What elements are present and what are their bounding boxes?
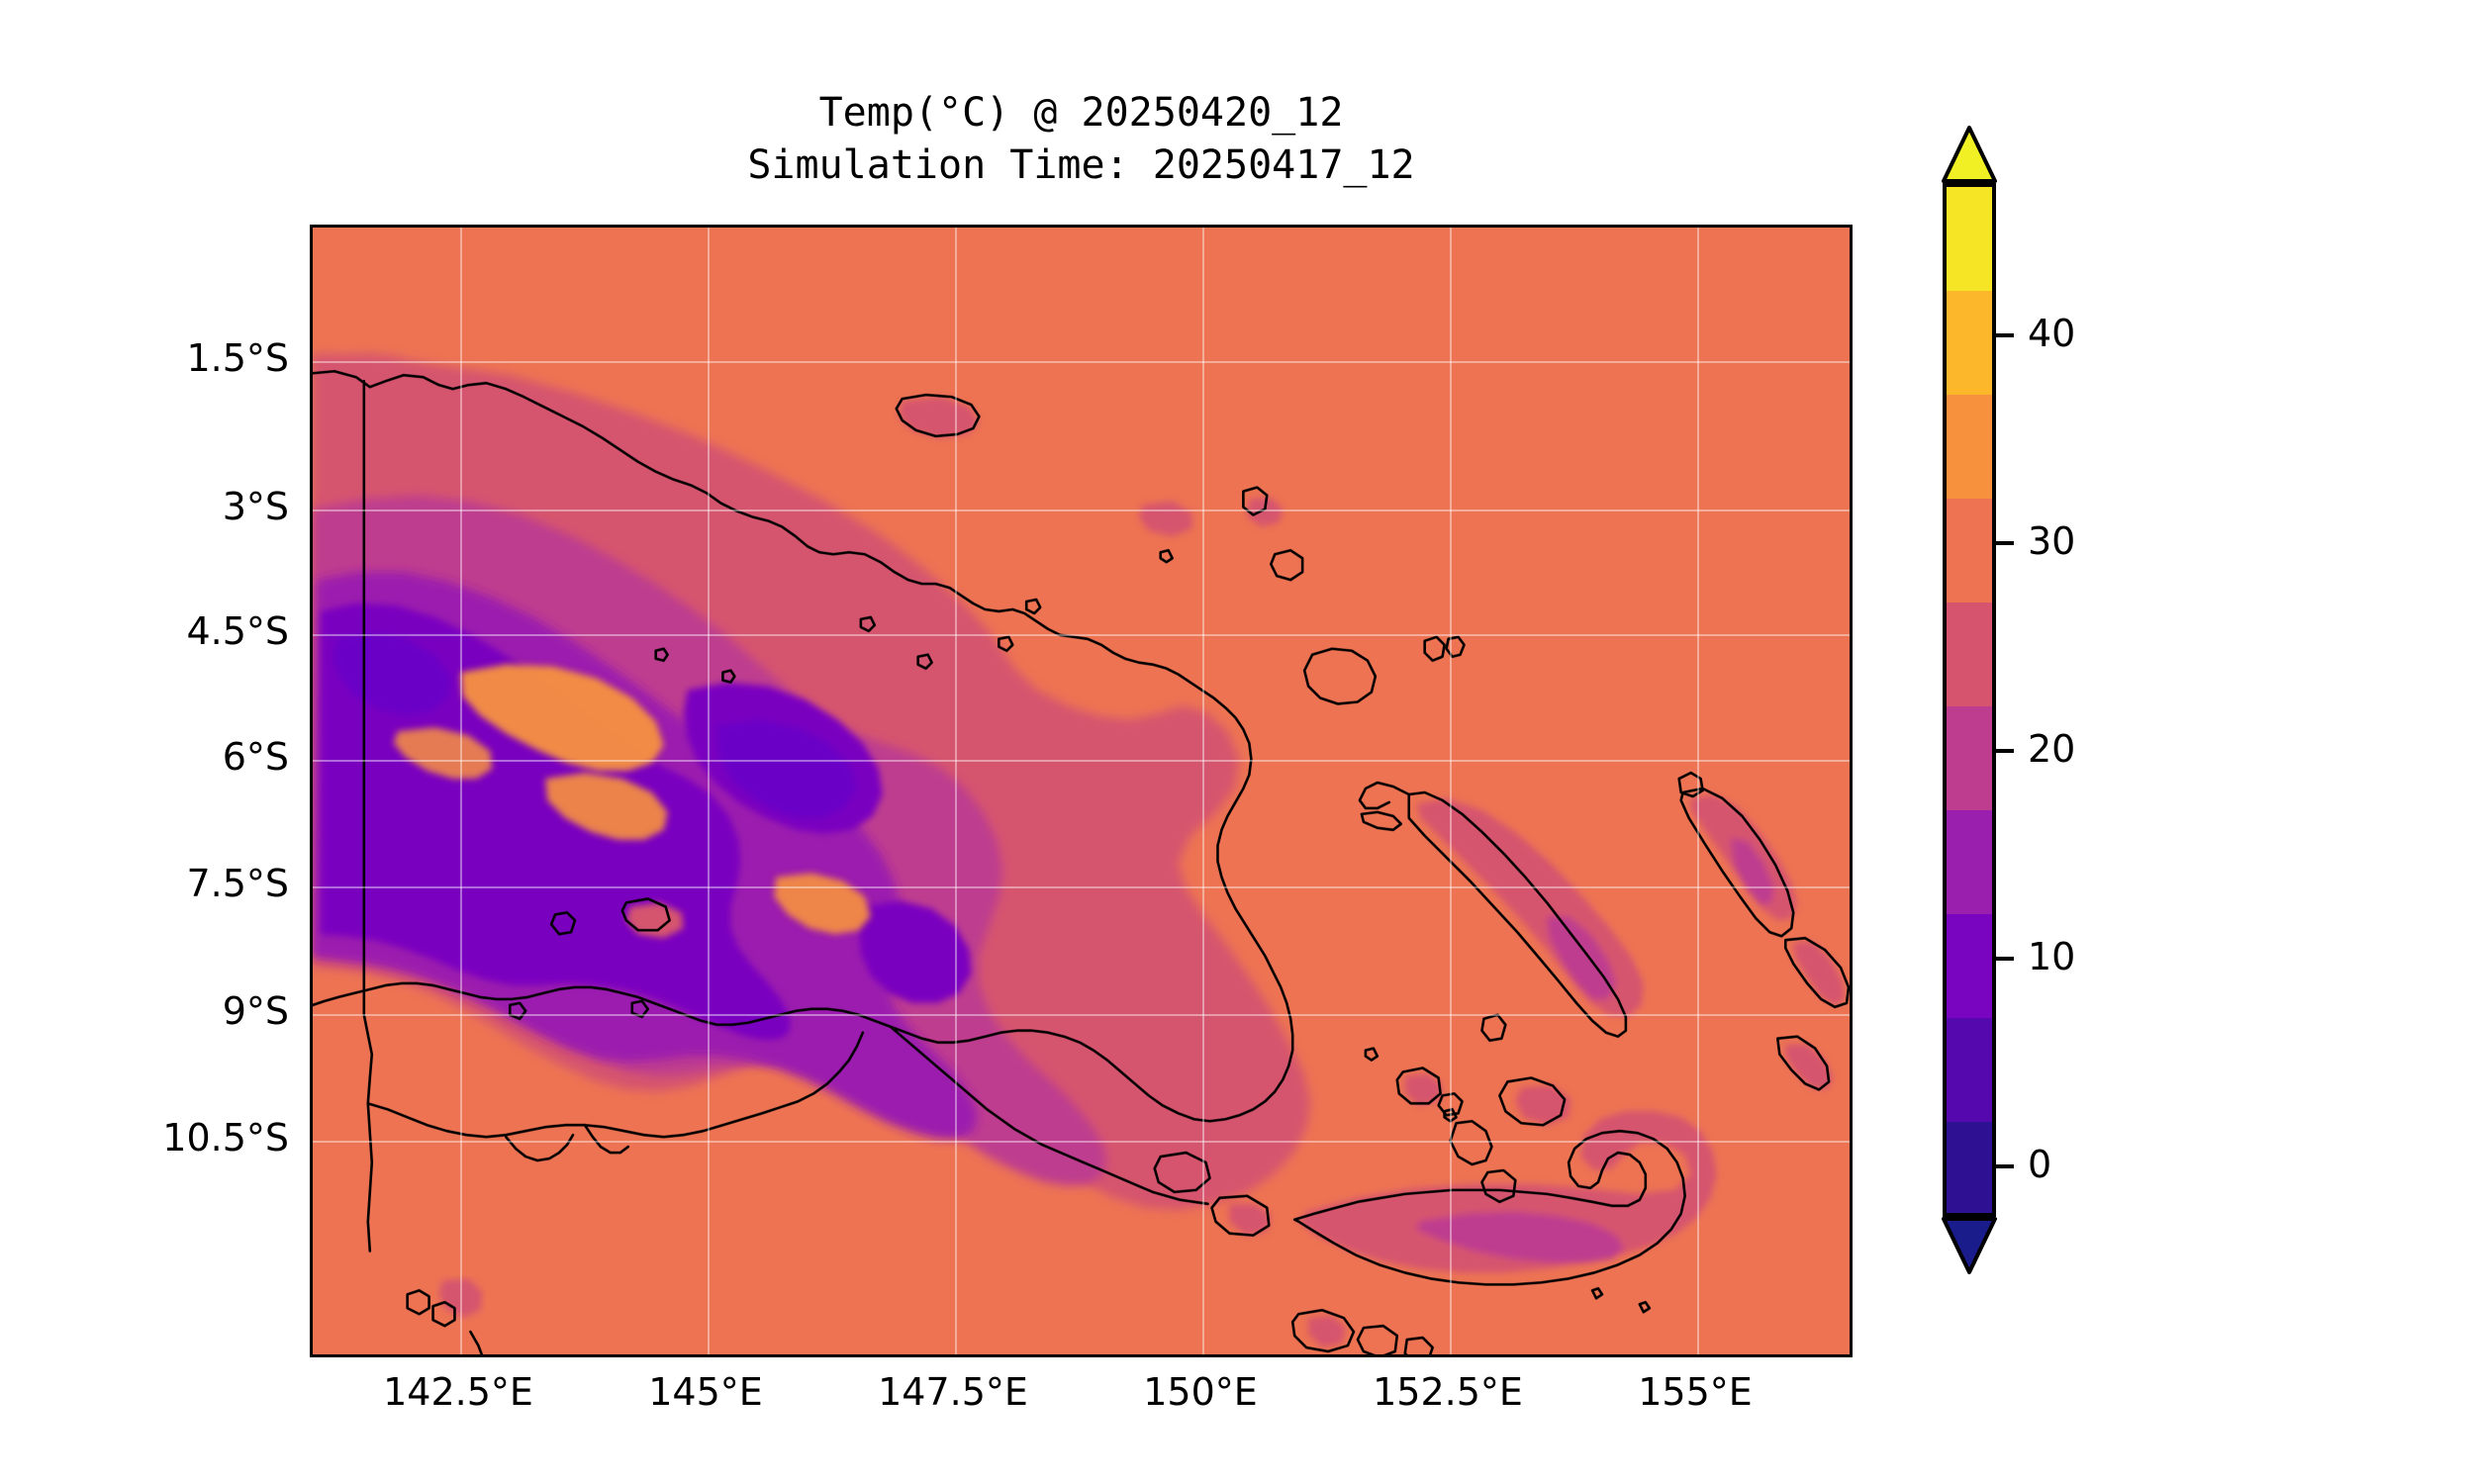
colorbar-extend-min-arrow (1942, 1217, 1997, 1274)
xaxis-tick-label: 142.5°E (383, 1370, 533, 1414)
colorbar-tick-label: 20 (2028, 727, 2076, 771)
gridline-horizontal (313, 886, 1850, 888)
yaxis-tick-label: 6°S (222, 735, 289, 779)
yaxis-tick-label: 7.5°S (186, 862, 289, 905)
colorbar-tick-label: 30 (2028, 519, 2076, 563)
colorbar-extend-max-arrow (1942, 126, 1997, 183)
colorbar-band (1947, 291, 1992, 395)
colorbar-gradient (1943, 183, 1996, 1217)
gridline-horizontal (313, 634, 1850, 636)
colorbar-band (1947, 499, 1992, 603)
gridline-horizontal (313, 760, 1850, 762)
map-plot-area (310, 225, 1853, 1357)
xaxis-tick-label: 145°E (648, 1370, 763, 1414)
colorbar-band (1947, 914, 1992, 1018)
colorbar-band (1947, 1018, 1992, 1122)
colorbar-band (1947, 395, 1992, 499)
yaxis-tick-label: 3°S (222, 485, 289, 528)
colorbar-tick-label: 0 (2028, 1143, 2052, 1186)
xaxis-tick-label: 152.5°E (1373, 1370, 1523, 1414)
gridline-vertical (460, 228, 462, 1354)
gridline-horizontal (313, 1014, 1850, 1016)
gridline-vertical (1202, 228, 1204, 1354)
colorbar-band (1947, 706, 1992, 810)
temperature-contour-map (313, 228, 1850, 1354)
colorbar-tick (1996, 749, 2014, 753)
colorbar-tick (1996, 957, 2014, 961)
colorbar-band (1947, 187, 1992, 291)
gridline-horizontal (313, 361, 1850, 363)
colorbar-band (1947, 810, 1992, 914)
gridline-vertical (955, 228, 957, 1354)
gridline-horizontal (313, 510, 1850, 511)
colorbar-tick-label: 40 (2028, 312, 2076, 355)
gridline-vertical (1450, 228, 1452, 1354)
colorbar-tick (1996, 541, 2014, 545)
yaxis-tick-label: 4.5°S (186, 609, 289, 653)
xaxis-tick-label: 147.5°E (878, 1370, 1028, 1414)
colorbar-tick (1996, 333, 2014, 337)
gridline-vertical (708, 228, 710, 1354)
gridline-vertical (1697, 228, 1699, 1354)
colorbar-band (1947, 603, 1992, 706)
chart-title: Temp(°C) @ 20250420_12 Simulation Time: … (310, 87, 1853, 192)
colorbar-tick (1996, 1164, 2014, 1168)
gridline-horizontal (313, 1141, 1850, 1143)
map-clip (313, 228, 1850, 1354)
colorbar: 40 30 20 10 0 (1942, 126, 2075, 1274)
xaxis-tick-label: 155°E (1638, 1370, 1753, 1414)
title-line-1: Temp(°C) @ 20250420_12 (818, 90, 1344, 136)
yaxis-tick-label: 10.5°S (162, 1116, 289, 1159)
colorbar-band (1947, 1122, 1992, 1213)
coastline-layer (313, 369, 1850, 1354)
yaxis-tick-label: 1.5°S (186, 336, 289, 380)
xaxis-tick-label: 150°E (1143, 1370, 1258, 1414)
colorbar-tick-label: 10 (2028, 935, 2076, 978)
title-line-2: Simulation Time: 20250417_12 (747, 141, 1415, 188)
yaxis-tick-label: 9°S (222, 989, 289, 1033)
